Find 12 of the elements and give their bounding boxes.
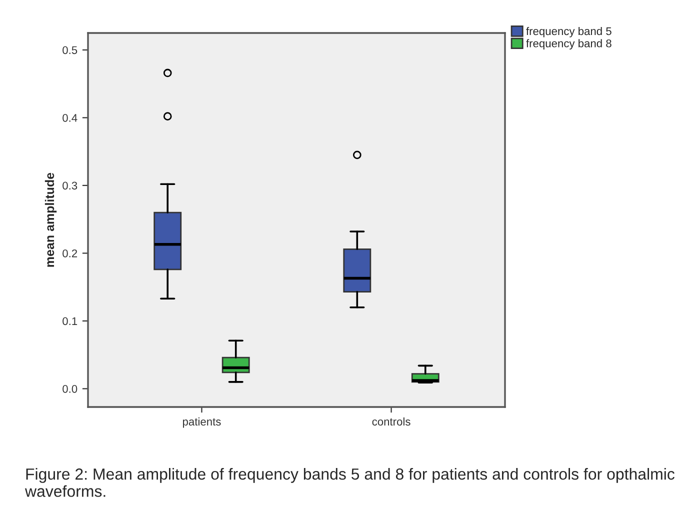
y-tick-label: 0.0 xyxy=(62,384,78,393)
legend-label: frequency band 5 xyxy=(526,26,612,38)
legend-label: frequency band 8 xyxy=(526,39,612,50)
y-tick-label: 0.2 xyxy=(62,249,78,258)
y-tick-label: 0.3 xyxy=(62,182,78,190)
caption: Figure 2: Mean amplitude of frequency bands 5 and 8 for patients and controls for opthalmic waveforms. xyxy=(24,468,674,497)
x-tick-label: patients xyxy=(182,417,221,428)
y-axis-title: mean amplitude xyxy=(44,172,57,267)
y-tick-label: 0.5 xyxy=(62,46,78,54)
x-tick-label: controls xyxy=(372,417,410,426)
y-tick-label: 0.1 xyxy=(62,317,78,326)
y-tick-label: 0.4 xyxy=(62,114,78,122)
